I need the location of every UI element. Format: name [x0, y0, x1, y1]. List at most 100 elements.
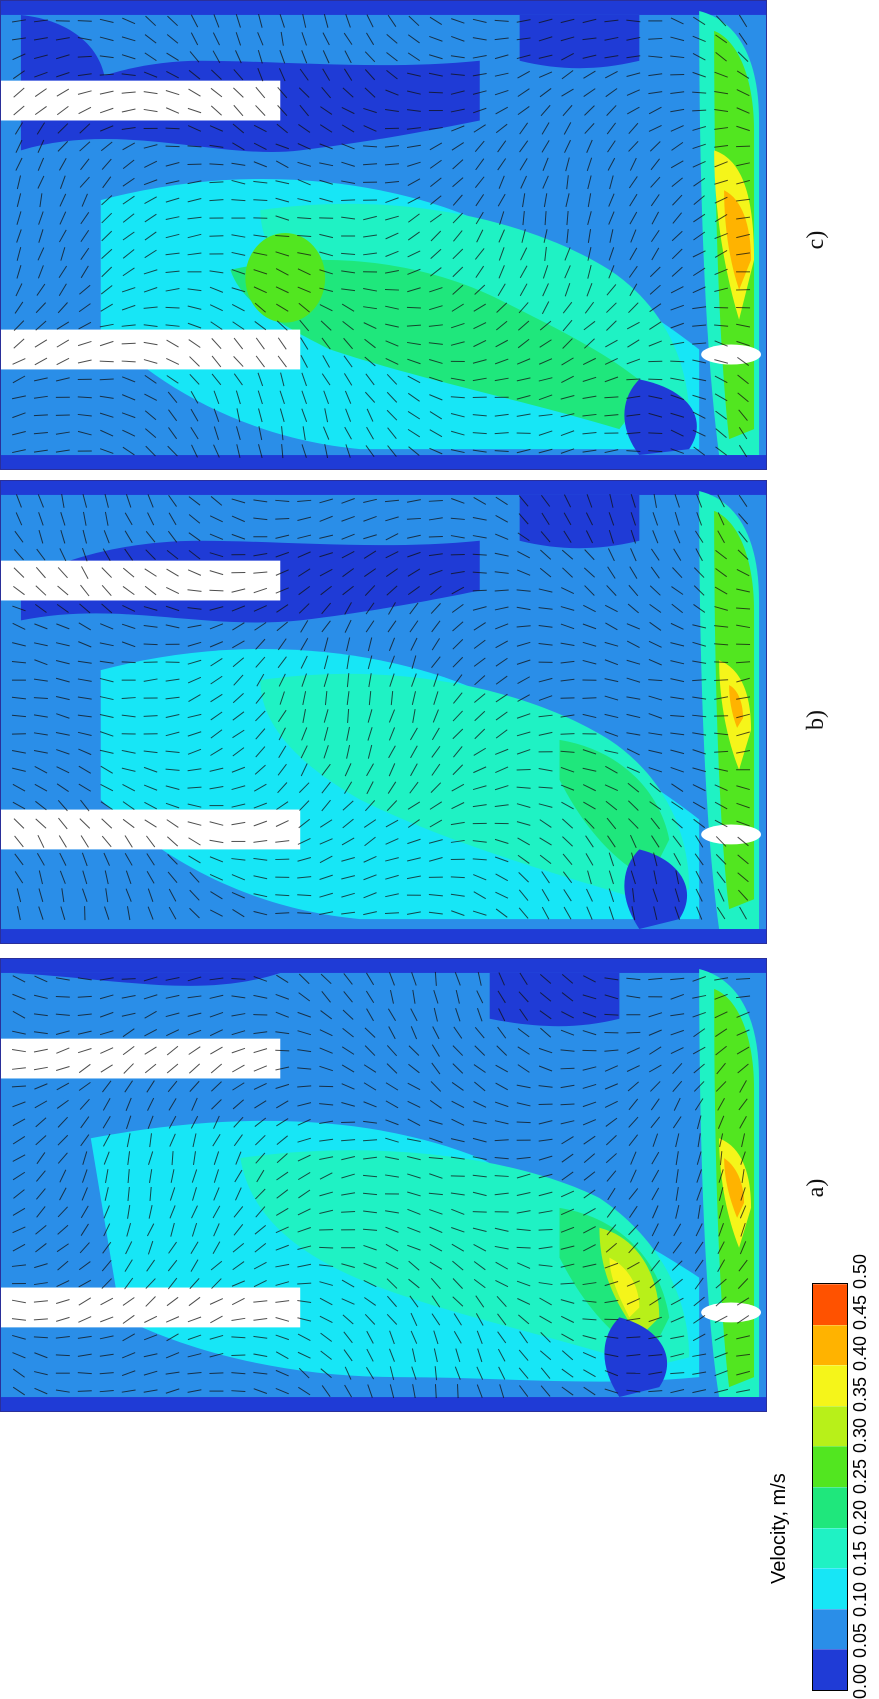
velocity-vector — [476, 990, 484, 1004]
velocity-vector — [716, 871, 726, 884]
velocity-vector — [583, 604, 596, 613]
velocity-vector — [101, 818, 113, 829]
velocity-vector — [715, 1045, 727, 1056]
velocity-vector — [472, 359, 487, 364]
velocity-vector — [673, 1223, 682, 1237]
velocity-vector — [630, 229, 637, 243]
velocity-vector — [190, 1259, 199, 1272]
velocity-vector — [99, 378, 114, 381]
velocity-vector — [386, 70, 398, 80]
velocity-vector — [736, 731, 750, 737]
velocity-vector — [364, 69, 376, 81]
velocity-vector — [543, 229, 548, 243]
velocity-vector — [121, 661, 136, 664]
velocity-vector — [344, 50, 352, 64]
panel-label-a: a) — [802, 1178, 829, 1198]
velocity-vector — [715, 550, 728, 560]
velocity-vector — [541, 871, 550, 884]
velocity-vector — [670, 394, 684, 401]
velocity-vector — [604, 784, 618, 792]
velocity-vector — [297, 499, 312, 503]
velocity-vector — [672, 1116, 682, 1129]
velocity-vector — [210, 711, 223, 721]
velocity-vector — [651, 1151, 660, 1165]
velocity-vector — [652, 888, 659, 902]
velocity-vector — [121, 108, 136, 113]
velocity-vector — [648, 73, 663, 77]
velocity-vector — [235, 1151, 242, 1165]
velocity-vector — [693, 1296, 705, 1307]
velocity-vector — [149, 1186, 152, 1201]
velocity-vector — [298, 782, 310, 793]
velocity-vector — [517, 837, 530, 846]
velocity-vector — [121, 1389, 136, 1393]
velocity-vector — [231, 588, 246, 593]
velocity-vector — [322, 68, 331, 81]
velocity-vector — [342, 320, 354, 331]
velocity-vector — [539, 973, 552, 984]
velocity-vector — [319, 251, 334, 257]
velocity-vector — [543, 193, 548, 208]
velocity-vector — [560, 750, 575, 753]
velocity-vector — [13, 338, 25, 349]
velocity-vector — [411, 972, 417, 986]
velocity-vector — [187, 995, 202, 999]
velocity-vector — [297, 1172, 311, 1181]
velocity-vector — [11, 1318, 26, 1321]
velocity-vector — [57, 1116, 68, 1128]
velocity-vector — [736, 340, 750, 347]
velocity-vector — [714, 643, 729, 646]
velocity-vector — [648, 640, 662, 648]
velocity-vector — [211, 355, 222, 368]
velocity-vector — [429, 569, 443, 576]
velocity-vector — [104, 511, 109, 526]
velocity-vector — [741, 1169, 745, 1183]
velocity-vector — [55, 1013, 70, 1016]
velocity-vector — [209, 1352, 224, 1358]
velocity-vector — [604, 1013, 619, 1016]
velocity-vector — [736, 677, 750, 683]
velocity-vector — [390, 691, 394, 706]
velocity-vector — [626, 659, 641, 665]
velocity-vector — [55, 431, 70, 435]
velocity-vector — [143, 359, 158, 364]
velocity-vector — [165, 1352, 180, 1359]
velocity-vector — [384, 163, 400, 166]
velocity-vector — [213, 390, 220, 405]
velocity-vector — [626, 1336, 641, 1339]
velocity-vector — [648, 55, 663, 58]
velocity-vector — [539, 567, 552, 578]
velocity-vector — [692, 286, 706, 294]
velocity-vector — [670, 36, 685, 42]
velocity-vector — [210, 87, 223, 98]
velocity-vector — [344, 426, 352, 440]
velocity-vector — [319, 304, 333, 312]
velocity-vector — [57, 123, 69, 134]
velocity-vector — [166, 550, 179, 560]
velocity-vector — [191, 1097, 198, 1111]
velocity-vector — [563, 494, 572, 508]
velocity-vector — [12, 375, 26, 384]
velocity-vector — [211, 1081, 222, 1092]
velocity-vector — [100, 1297, 114, 1306]
velocity-vector — [77, 20, 92, 22]
velocity-vector — [406, 144, 421, 148]
velocity-vector — [477, 1348, 483, 1363]
velocity-vector — [125, 1115, 132, 1130]
velocity-vector — [57, 585, 69, 596]
velocity-vector — [11, 1264, 26, 1267]
velocity-vector — [384, 912, 399, 915]
velocity-vector — [494, 589, 509, 592]
velocity-vector — [209, 286, 224, 293]
velocity-vector — [538, 1191, 553, 1197]
velocity-vector — [189, 1278, 200, 1290]
velocity-vector — [167, 836, 179, 847]
velocity-vector — [12, 70, 25, 80]
velocity-vector — [258, 444, 263, 458]
velocity-vector — [279, 408, 285, 423]
colorbar-tick: 0.40 — [850, 1335, 870, 1371]
velocity-vector — [387, 427, 397, 439]
velocity-vector — [321, 373, 331, 386]
velocity-vector — [59, 1187, 67, 1201]
velocity-vector — [80, 1223, 89, 1236]
